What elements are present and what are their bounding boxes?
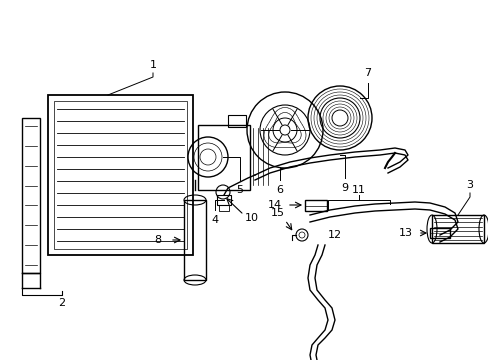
- Bar: [217, 195, 230, 205]
- Text: 6: 6: [276, 185, 283, 195]
- Text: 11: 11: [351, 185, 365, 195]
- Text: 9: 9: [341, 183, 348, 193]
- Text: 5: 5: [236, 185, 243, 195]
- Bar: [431, 215, 483, 243]
- Text: 12: 12: [327, 230, 342, 240]
- Bar: [48, 95, 193, 255]
- Text: 7: 7: [364, 68, 371, 78]
- Bar: [54, 101, 186, 249]
- Text: 2: 2: [59, 298, 65, 308]
- Text: 13: 13: [398, 228, 412, 238]
- Text: 10: 10: [244, 213, 259, 223]
- Text: 4: 4: [211, 215, 218, 225]
- Text: 3: 3: [466, 180, 472, 190]
- Bar: [198, 125, 249, 190]
- Bar: [429, 228, 449, 238]
- Text: 14: 14: [267, 200, 282, 210]
- Bar: [22, 118, 40, 273]
- Text: 15: 15: [270, 208, 285, 218]
- Text: 8: 8: [154, 235, 161, 245]
- Text: 1: 1: [149, 60, 156, 70]
- Bar: [183, 200, 205, 280]
- Bar: [227, 115, 245, 127]
- Bar: [219, 205, 228, 211]
- Bar: [305, 200, 326, 211]
